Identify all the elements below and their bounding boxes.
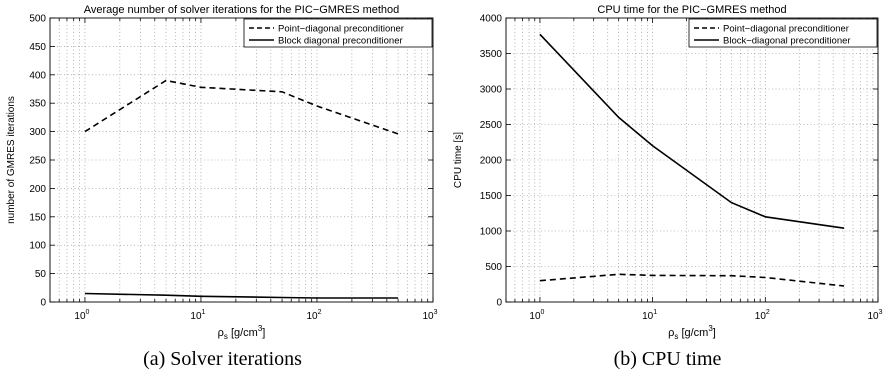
- y-tick-label: 2000: [480, 156, 503, 167]
- y-tick-label: 50: [35, 269, 47, 280]
- chart-panel-b: 0 500 1000 1500 2000 2500 3000 3500 4000 100 101 10…: [445, 0, 890, 385]
- chart-title: Average number of solver iterations for …: [84, 4, 400, 16]
- x-tick-label: 101: [190, 309, 205, 322]
- y-tick-label: 3000: [480, 85, 503, 96]
- grid: [505, 18, 878, 302]
- y-tick-label: 1500: [480, 191, 503, 202]
- legend: Point−diagonal preconditionerBlock−diago…: [688, 18, 878, 48]
- y-tick-label: 200: [29, 184, 46, 195]
- y-tick-label: 350: [29, 99, 46, 110]
- y-tick-label: 500: [29, 14, 46, 25]
- series-line-block-diagonal: [84, 292, 399, 299]
- series-line-block-diagonal: [539, 33, 845, 229]
- x-tick-label: 103: [867, 309, 882, 322]
- legend-box: [243, 18, 433, 48]
- x-tick-label: 103: [422, 309, 437, 322]
- legend-box: [688, 18, 878, 48]
- y-tick-label: 1000: [480, 227, 503, 238]
- x-axis-label: ρs [g/cm3]: [218, 324, 266, 341]
- y-tick-label: 0: [40, 298, 46, 309]
- chart-title: CPU time for the PIC−GMRES method: [597, 4, 786, 16]
- y-tick-label: 300: [29, 127, 46, 138]
- y-tick-label: 400: [29, 70, 46, 81]
- x-tick-label: 102: [306, 309, 321, 322]
- y-tick-label: 4000: [480, 14, 503, 25]
- y-tick-label: 0: [496, 298, 502, 309]
- legend-label: Point−diagonal preconditioner: [723, 24, 849, 35]
- y-tick-label: 100: [29, 241, 46, 252]
- x-tick-label: 100: [74, 309, 89, 322]
- legend-label: Point−diagonal preconditioner: [278, 24, 404, 35]
- plot-frame: [505, 17, 879, 303]
- y-tick-label: 3500: [480, 49, 503, 60]
- y-axis-label: number of GMRES iterations: [6, 96, 17, 224]
- y-tick-label: 450: [29, 42, 46, 53]
- chart-panel-a: 0 50 100 150 200 250 300 350 400 450 500 100 101 102 1…: [6, 4, 438, 370]
- y-tick-label: 150: [29, 212, 46, 223]
- x-tick-label: 100: [529, 309, 544, 322]
- caption-b: (b) CPU time: [613, 348, 722, 370]
- x-tick-label: 102: [755, 309, 770, 322]
- plot-frame: [49, 17, 434, 303]
- x-tick-label: 101: [642, 309, 657, 322]
- chart-a-svg: 0 50 100 150 200 250 300 350 400 450 500 100 101 102 1…: [6, 4, 438, 341]
- legend-label: Block diagonal preconditioner: [278, 36, 403, 47]
- series-line-point-diagonal: [84, 79, 399, 135]
- series-line-point-diagonal: [539, 273, 845, 287]
- y-tick-label: 500: [485, 262, 502, 273]
- chart-b-svg: 0 500 1000 1500 2000 2500 3000 3500 4000 100 101 10…: [453, 4, 883, 341]
- grid: [49, 18, 433, 302]
- caption-a: (a) Solver iterations: [143, 348, 302, 370]
- x-axis-label: ρs [g/cm3]: [668, 324, 716, 341]
- y-tick-label: 250: [29, 156, 46, 167]
- y-tick-label: 2500: [480, 120, 503, 131]
- legend-label: Block−diagonal preconditioner: [723, 36, 851, 47]
- y-axis-label: CPU time [s]: [453, 132, 464, 188]
